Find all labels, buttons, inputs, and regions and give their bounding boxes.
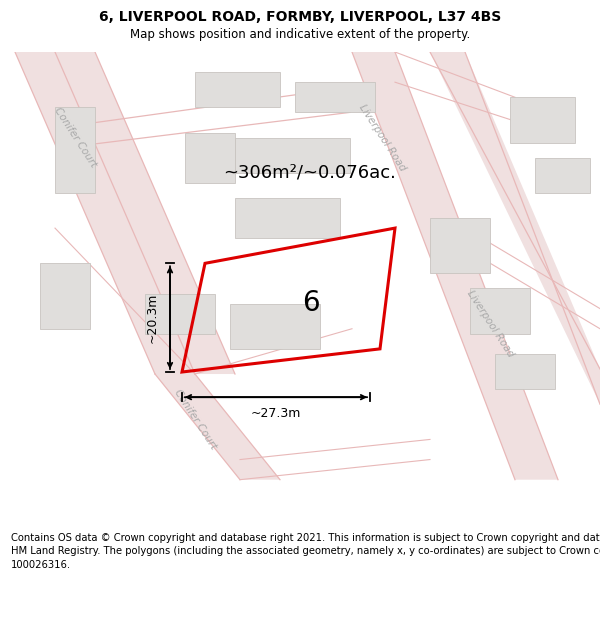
- Polygon shape: [495, 354, 555, 389]
- Polygon shape: [510, 98, 575, 142]
- Text: Conifer Court: Conifer Court: [52, 106, 98, 169]
- Polygon shape: [155, 374, 280, 479]
- Text: Contains OS data © Crown copyright and database right 2021. This information is : Contains OS data © Crown copyright and d…: [11, 533, 600, 570]
- Text: ~20.3m: ~20.3m: [146, 292, 158, 343]
- Polygon shape: [295, 82, 375, 112]
- Polygon shape: [430, 52, 600, 404]
- Polygon shape: [55, 107, 95, 193]
- Polygon shape: [55, 52, 235, 374]
- Text: Liverpool Road: Liverpool Road: [465, 289, 515, 359]
- Text: 6: 6: [302, 289, 319, 317]
- Polygon shape: [235, 198, 340, 238]
- Text: Conifer Court: Conifer Court: [172, 388, 218, 451]
- Polygon shape: [40, 263, 90, 329]
- Text: ~306m²/~0.076ac.: ~306m²/~0.076ac.: [224, 164, 397, 182]
- Polygon shape: [235, 138, 350, 172]
- Polygon shape: [470, 289, 530, 334]
- Polygon shape: [195, 72, 280, 107]
- Polygon shape: [15, 52, 195, 374]
- Polygon shape: [352, 52, 558, 479]
- Polygon shape: [185, 132, 235, 183]
- Text: Liverpool Road: Liverpool Road: [357, 102, 407, 172]
- Polygon shape: [230, 304, 320, 349]
- Polygon shape: [145, 294, 215, 334]
- Text: 6, LIVERPOOL ROAD, FORMBY, LIVERPOOL, L37 4BS: 6, LIVERPOOL ROAD, FORMBY, LIVERPOOL, L3…: [99, 11, 501, 24]
- Polygon shape: [430, 218, 490, 273]
- Text: ~27.3m: ~27.3m: [251, 407, 301, 420]
- Text: Map shows position and indicative extent of the property.: Map shows position and indicative extent…: [130, 28, 470, 41]
- Polygon shape: [535, 158, 590, 193]
